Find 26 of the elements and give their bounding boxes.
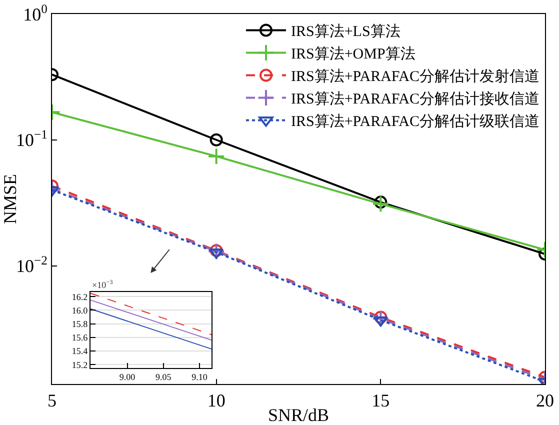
y-tick-label: 10$^{−2}$ (16, 254, 48, 276)
legend-label: IRS算法+LS算法 (291, 23, 400, 40)
y-axis-title: NMSE (0, 174, 20, 224)
annotation: ×10$^{−3}$ (92, 279, 113, 290)
x-tick-label: 20 (536, 390, 554, 411)
legend-label: IRS算法+PARAFAC分解估计发射信道 (291, 68, 540, 86)
x-tick-label: 10 (207, 390, 226, 411)
legend-label: IRS算法+PARAFAC分解估计接收信道 (291, 90, 540, 108)
y-tick-label: 16.0 (72, 305, 88, 316)
point (208, 242, 226, 260)
y-tick-label: 16.2 (72, 292, 88, 302)
x-tick-label: 9.05 (155, 372, 172, 382)
x-axis-title: SNR/dB (268, 405, 330, 425)
y-tick-label: 15.4 (72, 346, 88, 356)
x-tick-label: 9.10 (192, 372, 208, 382)
x-tick-label: 9.00 (119, 372, 136, 382)
y-tick-label: 15.6 (72, 332, 88, 343)
x-tick-label: 5 (48, 390, 56, 411)
y-tick-label: 10$^{0}$ (23, 2, 48, 24)
y-tick-label: 10$^{−1}$ (16, 128, 48, 150)
y-tick-label: 15.8 (72, 319, 88, 330)
x-tick-label: 15 (372, 390, 390, 411)
point (372, 310, 390, 328)
legend-label: IRS算法+OMP算法 (291, 46, 416, 63)
y-tick-label: 15.2 (72, 360, 88, 370)
legend-label: IRS算法+PARAFAC分解估计级联信道 (291, 113, 540, 130)
